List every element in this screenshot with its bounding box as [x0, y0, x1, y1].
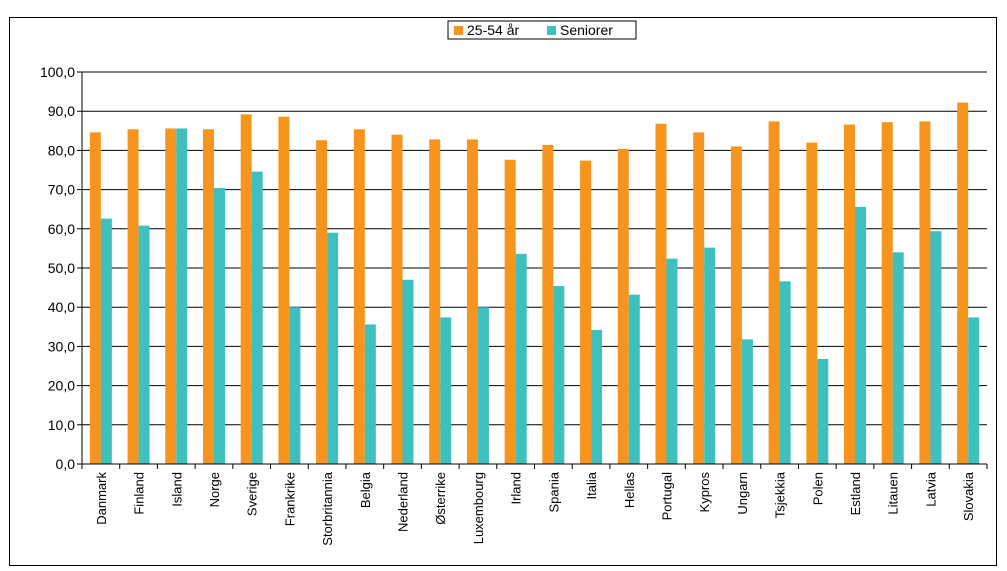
bar-age-25-54-9 — [429, 139, 441, 464]
bar-seniorer-19 — [817, 358, 829, 464]
bar-seniorer-5 — [289, 307, 301, 464]
bar-age-25-54-13 — [580, 160, 592, 465]
legend-label: Seniorer — [560, 22, 613, 38]
bar-seniorer-9 — [440, 317, 452, 464]
bar-age-25-54-1 — [127, 129, 139, 464]
bar-age-25-54-6 — [316, 140, 328, 464]
bar-seniorer-8 — [402, 279, 414, 464]
bar-age-25-54-12 — [542, 144, 554, 465]
y-tick-label: 70,0 — [48, 182, 75, 198]
x-tick-label: Island — [169, 472, 184, 507]
bar-age-25-54-18 — [768, 121, 780, 464]
x-tick-label: Frankrike — [282, 472, 297, 526]
x-tick-label: Portugal — [659, 472, 674, 521]
bar-seniorer-12 — [553, 286, 565, 464]
x-tick-label: Tsjekkia — [773, 471, 788, 518]
x-tick-label: Ungarn — [735, 472, 750, 515]
x-tick-label: Nederland — [396, 472, 411, 532]
cropped-header-text — [0, 5, 1007, 6]
y-tick-label: 100,0 — [40, 64, 75, 80]
bar-seniorer-18 — [779, 281, 791, 464]
bars — [89, 102, 980, 465]
bar-age-25-54-22 — [919, 121, 931, 464]
bar-chart: 25-54 år Seniorer 0,0 10,0 20,0 30,0 40,0 50,0… — [40, 20, 988, 546]
x-tick-label: Litauen — [886, 472, 901, 515]
bar-age-25-54-0 — [89, 132, 101, 465]
gridlines — [82, 71, 987, 426]
y-tick-label: 50,0 — [48, 260, 75, 276]
bar-seniorer-6 — [327, 232, 339, 464]
cropped-header-strip — [0, 0, 1007, 8]
bar-seniorer-0 — [100, 218, 112, 464]
x-tick-label: Irland — [509, 472, 524, 505]
y-tick-label: 60,0 — [48, 221, 75, 237]
chart-frame: 25-54 år Seniorer 0,0 10,0 20,0 30,0 40,0 50,0… — [9, 17, 997, 566]
x-tick-label: Belgia — [358, 471, 373, 508]
legend-box — [447, 20, 637, 40]
x-tick-label: Storbritannia — [320, 471, 335, 545]
x-tick-label: Danmark — [94, 472, 109, 525]
y-tick-label: 90,0 — [48, 103, 75, 119]
legend-label: 25-54 år — [467, 22, 519, 38]
legend: 25-54 år Seniorer — [447, 20, 637, 40]
bar-age-25-54-4 — [240, 114, 252, 464]
x-tick-label: Østerrike — [433, 472, 448, 525]
y-tick-label: 80,0 — [48, 142, 75, 158]
y-tick-label: 10,0 — [48, 417, 75, 433]
x-tick-label: Hellas — [622, 472, 637, 509]
x-tick-label: Sverige — [245, 472, 260, 516]
bar-age-25-54-20 — [844, 124, 856, 464]
y-tick-label: 40,0 — [48, 299, 75, 315]
x-tick-label: Polen — [810, 472, 825, 505]
bar-seniorer-3 — [213, 188, 225, 465]
bar-age-25-54-10 — [466, 139, 478, 464]
bar-age-25-54-5 — [278, 116, 290, 465]
bar-seniorer-1 — [138, 225, 150, 464]
bar-age-25-54-11 — [504, 159, 516, 465]
bar-seniorer-16 — [704, 247, 716, 464]
bar-seniorer-10 — [477, 307, 489, 464]
bar-age-25-54-14 — [617, 148, 629, 464]
x-tick-label: Kypros — [697, 472, 712, 513]
x-tick-label: Italia — [584, 471, 599, 499]
bar-seniorer-22 — [930, 231, 942, 464]
legend-swatch — [547, 26, 556, 35]
bar-age-25-54-19 — [806, 142, 818, 464]
x-tick-label: Estland — [848, 472, 863, 515]
bar-age-25-54-17 — [730, 146, 742, 465]
bar-age-25-54-23 — [957, 102, 969, 465]
bar-seniorer-14 — [628, 294, 640, 464]
x-tick-label: Luxembourg — [471, 472, 486, 544]
bar-seniorer-17 — [741, 339, 753, 464]
bar-seniorer-13 — [591, 329, 603, 464]
bar-age-25-54-15 — [655, 123, 667, 464]
bar-age-25-54-8 — [391, 134, 403, 464]
x-tick-label: Latvia — [923, 471, 938, 506]
legend-swatch — [454, 26, 463, 35]
y-tick-label: 30,0 — [48, 338, 75, 354]
x-tick-label: Norge — [207, 472, 222, 507]
bar-age-25-54-3 — [202, 129, 214, 464]
y-tick-label: 20,0 — [48, 378, 75, 394]
bar-seniorer-2 — [176, 128, 188, 464]
bar-seniorer-23 — [968, 317, 980, 464]
bar-age-25-54-7 — [353, 129, 365, 464]
x-tick-labels: Danmark Finland Island Norge Sverige Frankrik… — [94, 471, 976, 545]
bar-age-25-54-16 — [693, 132, 705, 465]
x-tick-label: Slovakia — [961, 471, 976, 521]
bar-seniorer-7 — [364, 324, 376, 464]
bar-age-25-54-21 — [881, 122, 893, 465]
bar-seniorer-11 — [515, 253, 527, 464]
x-tick-label: Finland — [132, 472, 147, 515]
bar-seniorer-20 — [855, 206, 867, 464]
bar-seniorer-15 — [666, 258, 678, 464]
axes — [77, 71, 988, 469]
bar-age-25-54-2 — [165, 128, 177, 464]
y-tick-labels: 0,0 10,0 20,0 30,0 40,0 50,0 60,0 70,0 80,0 90,0 1… — [40, 64, 75, 472]
bar-seniorer-4 — [251, 171, 263, 464]
x-tick-label: Spania — [546, 471, 561, 512]
y-tick-label: 0,0 — [56, 456, 76, 472]
bar-seniorer-21 — [892, 252, 904, 464]
